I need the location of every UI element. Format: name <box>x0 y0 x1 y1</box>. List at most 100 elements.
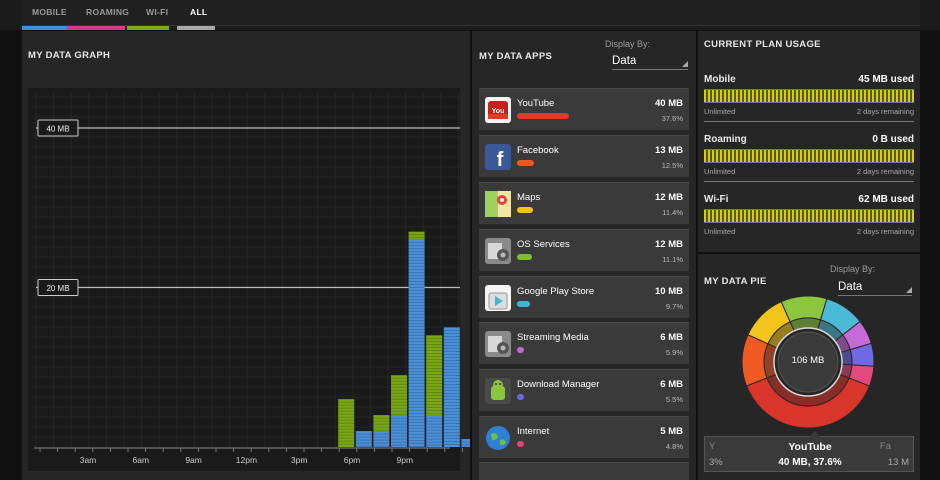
plan-limit: Unlimited <box>704 167 736 176</box>
pie-selection-strip[interactable]: Y 3% YouTube 40 MB, 37.6% Fa 13 M <box>704 431 914 472</box>
data-pie-chart[interactable] <box>740 294 876 430</box>
graph-bar <box>338 399 355 447</box>
app-row-internet[interactable]: Internet 5 MB 4.8% <box>479 416 689 458</box>
x-tick-label: 9pm <box>397 455 414 465</box>
graph-bar <box>373 431 390 447</box>
tab-underline-roaming <box>67 26 125 30</box>
tab-all[interactable]: ALL <box>177 0 230 30</box>
app-row-streaming-media[interactable]: Streaming Media 6 MB 5.9% <box>479 322 689 364</box>
reference-marker-label: 20 MB <box>46 284 69 293</box>
app-amount: 12 MB <box>655 239 683 250</box>
data-graph-chart[interactable]: 40 MB 20 MB 3am 6am 9am 12pm 3pm 6pm 9pm <box>22 31 470 480</box>
graph-bar <box>426 415 443 447</box>
pie-display-by-dropdown[interactable]: Data <box>838 281 912 296</box>
x-tick-label: 3am <box>80 455 97 465</box>
plan-limit: Unlimited <box>704 227 736 236</box>
app-row-partial[interactable] <box>479 462 689 480</box>
app-percent: 5.9% <box>665 348 683 357</box>
strip-selected-value: 40 MB, 37.6% <box>778 457 842 468</box>
plan-usage-meter <box>704 89 914 103</box>
graph-bar <box>391 415 407 447</box>
plan-used: 0 B used <box>872 134 914 145</box>
tab-roaming[interactable]: ROAMING <box>67 0 146 30</box>
strip-selected-name: YouTube <box>788 441 832 453</box>
pie-center-total: 106 MB <box>791 355 825 366</box>
maps-icon <box>485 191 511 217</box>
tab-label: WI-FI <box>146 7 169 17</box>
plan-limit: Unlimited <box>704 107 736 116</box>
app-percent: 4.8% <box>665 442 683 451</box>
app-name: OS Services <box>517 239 570 250</box>
app-percent: 9.7% <box>665 302 683 311</box>
graph-bar <box>373 415 390 432</box>
pie-core <box>777 331 839 393</box>
app-name: Facebook <box>517 145 559 156</box>
strip-next-name: Fa <box>879 441 891 452</box>
app-name: Internet <box>517 426 550 437</box>
x-tick-label: 12pm <box>236 455 257 465</box>
apps-display-by-dropdown[interactable]: Data <box>612 55 688 70</box>
app-usage-bar <box>517 301 530 307</box>
graph-bar <box>461 439 470 447</box>
app-row-play-store[interactable]: Google Play Store 10 MB 9.7% <box>479 276 689 318</box>
app-amount: 13 MB <box>655 145 683 156</box>
app-row-os-services[interactable]: OS Services 12 MB 11.1% <box>479 229 689 271</box>
reference-marker-label: 40 MB <box>46 125 69 134</box>
youtube-icon: You <box>485 97 511 123</box>
tab-mobile[interactable]: MOBILE <box>22 0 85 30</box>
internet-icon <box>485 425 511 451</box>
x-tick-label: 9am <box>185 455 202 465</box>
reference-marker-box <box>37 119 79 137</box>
tab-underline-wifi <box>127 26 169 30</box>
plan-usage-meter <box>704 209 914 223</box>
app-row-youtube[interactable]: You YouTube 40 MB 37.6% <box>479 88 689 130</box>
tabs: MOBILE ROAMING WI-FI ALL <box>22 0 920 30</box>
tab-wifi[interactable]: WI-FI <box>127 0 196 30</box>
divider <box>704 121 914 122</box>
data-graph-panel: MY DATA GRAPH 40 MB 20 MB 3am 6am 9am 12pm 3pm… <box>22 31 470 480</box>
apps-title: MY DATA APPS <box>479 51 553 62</box>
plan-remaining: 2 days remaining <box>856 227 914 236</box>
plan-used: 45 MB used <box>858 74 914 85</box>
app-amount: 6 MB <box>660 379 683 390</box>
app-percent: 11.4% <box>662 208 683 217</box>
reference-marker-box <box>37 279 79 296</box>
tab-underline-mobile <box>22 26 77 30</box>
app-amount: 5 MB <box>660 426 683 437</box>
plan-usage-meter <box>704 149 914 163</box>
app-name: Google Play Store <box>517 286 595 297</box>
app-row-download-manager[interactable]: Download Manager 6 MB 5.5% <box>479 369 689 411</box>
dropdown-arrow-icon <box>682 61 688 67</box>
dropdown-arrow-icon <box>906 287 912 293</box>
x-tick-label: 6am <box>133 455 150 465</box>
graph-bar <box>391 375 407 416</box>
app-name: Download Manager <box>517 379 600 390</box>
graph-bar <box>355 431 372 447</box>
app-name: YouTube <box>517 98 555 109</box>
plan-remaining: 2 days remaining <box>856 107 914 116</box>
graph-bar <box>443 327 460 447</box>
svg-text:You: You <box>492 108 505 115</box>
plan-label: Roaming <box>704 134 747 145</box>
graph-bar <box>426 335 443 416</box>
app-usage-bar <box>517 254 532 260</box>
app-amount: 6 MB <box>660 332 683 343</box>
app-percent: 37.6% <box>661 114 683 123</box>
download-manager-icon <box>485 378 511 404</box>
plan-title: CURRENT PLAN USAGE <box>704 39 821 50</box>
plan-remaining: 2 days remaining <box>856 167 914 176</box>
divider <box>704 181 914 182</box>
graph-bar <box>408 239 425 447</box>
app-percent: 12.5% <box>661 161 683 170</box>
tab-label: ROAMING <box>86 7 130 17</box>
app-percent: 11.1% <box>662 255 683 264</box>
app-row-maps[interactable]: Maps 12 MB 11.4% <box>479 182 689 224</box>
plan-used: 62 MB used <box>858 194 914 205</box>
svg-text:f: f <box>497 149 504 170</box>
apps-display-by-value: Data <box>612 55 637 67</box>
tab-bar: MOBILE ROAMING WI-FI ALL <box>0 0 940 30</box>
plan-usage-panel: CURRENT PLAN USAGE Mobile 45 MB used Unl… <box>698 31 920 252</box>
app-row-facebook[interactable]: f Facebook 13 MB 12.5% <box>479 135 689 177</box>
data-apps-panel: MY DATA APPS Display By: Data You YouTub… <box>472 31 696 480</box>
strip-next-value: 13 M <box>887 457 909 468</box>
